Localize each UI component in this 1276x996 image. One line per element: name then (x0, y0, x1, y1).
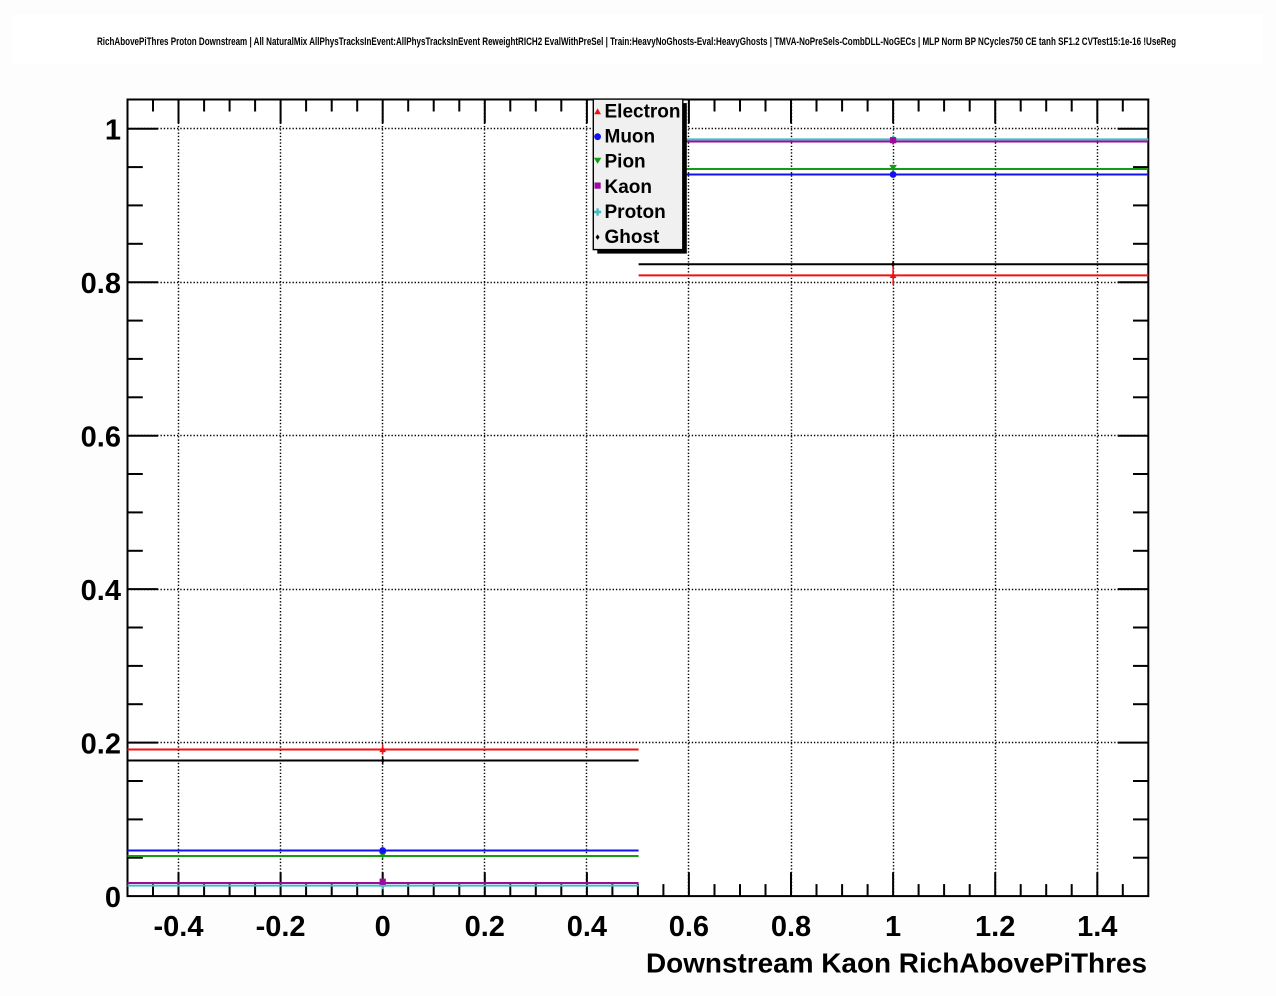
svg-text:0: 0 (375, 911, 391, 943)
svg-text:Ghost: Ghost (605, 227, 661, 248)
svg-text:1: 1 (105, 115, 121, 147)
svg-text:1.2: 1.2 (975, 911, 1015, 943)
svg-text:0.2: 0.2 (465, 911, 505, 943)
svg-text:0.6: 0.6 (81, 422, 121, 454)
svg-text:Pion: Pion (605, 152, 646, 173)
svg-text:RichAbovePiThres Proton Downst: RichAbovePiThres Proton Downstream | All… (97, 36, 1176, 48)
svg-text:-0.2: -0.2 (256, 911, 306, 943)
svg-text:Electron: Electron (605, 102, 681, 123)
svg-text:1.4: 1.4 (1077, 911, 1117, 943)
svg-text:0.8: 0.8 (771, 911, 811, 943)
svg-text:Muon: Muon (605, 127, 656, 148)
svg-text:0.4: 0.4 (81, 575, 121, 607)
svg-text:Kaon: Kaon (605, 177, 653, 198)
svg-text:0.2: 0.2 (81, 729, 121, 761)
svg-text:0: 0 (105, 882, 121, 914)
svg-text:Downstream Kaon RichAbovePiThr: Downstream Kaon RichAbovePiThres (646, 948, 1147, 979)
svg-text:-0.4: -0.4 (154, 911, 204, 943)
svg-text:0.6: 0.6 (669, 911, 709, 943)
svg-text:Proton: Proton (605, 202, 666, 223)
svg-text:1: 1 (885, 911, 901, 943)
svg-text:0.4: 0.4 (567, 911, 607, 943)
svg-text:0.8: 0.8 (81, 268, 121, 300)
